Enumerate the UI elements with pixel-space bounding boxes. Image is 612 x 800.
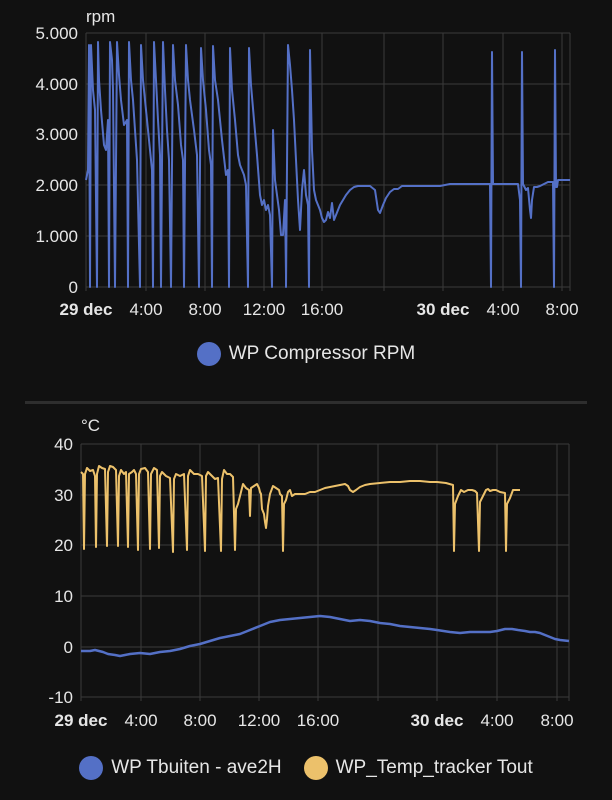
svg-text:1.000: 1.000 bbox=[35, 227, 78, 246]
series-color-dot-icon bbox=[79, 756, 104, 780]
temperature-card: °C 40 30 20 10 0 -10 bbox=[0, 404, 612, 800]
svg-text:4:00: 4:00 bbox=[480, 711, 513, 730]
svg-text:8:00: 8:00 bbox=[188, 300, 221, 319]
compressor-rpm-line bbox=[85, 41, 570, 288]
svg-text:4:00: 4:00 bbox=[486, 300, 519, 319]
legend-item-temp-tracker-tout[interactable]: WP_Temp_tracker Tout bbox=[303, 756, 533, 780]
svg-text:8:00: 8:00 bbox=[183, 711, 216, 730]
tbuiten-ave2h-line bbox=[81, 614, 570, 658]
svg-text:0: 0 bbox=[69, 278, 78, 297]
svg-text:4.000: 4.000 bbox=[35, 75, 78, 94]
rpm-chart: rpm 5.000 4.000 3.000 2.000 1.000 0 bbox=[35, 7, 579, 319]
temperature-chart: °C 40 30 20 10 0 -10 bbox=[48, 416, 574, 730]
svg-text:30 dec: 30 dec bbox=[411, 711, 464, 730]
grid bbox=[80, 443, 570, 701]
legend-label: WP Tbuiten - ave2H bbox=[111, 757, 282, 778]
temperature-legend: WP Tbuiten - ave2H WP_Temp_tracker Tout bbox=[0, 756, 612, 780]
temp-tracker-tout-line bbox=[80, 465, 520, 553]
series-color-dot-icon bbox=[303, 756, 328, 780]
svg-text:0: 0 bbox=[64, 638, 73, 657]
compressor-rpm-card: rpm 5.000 4.000 3.000 2.000 1.000 0 bbox=[0, 7, 612, 366]
svg-text:29 dec: 29 dec bbox=[60, 300, 113, 319]
x-axis-labels: 29 dec 4:00 8:00 12:00 16:00 30 dec 4:00… bbox=[60, 300, 579, 319]
svg-text:16:00: 16:00 bbox=[297, 711, 340, 730]
svg-text:3.000: 3.000 bbox=[35, 125, 78, 144]
legend-item-compressor-rpm[interactable]: WP Compressor RPM bbox=[196, 342, 416, 366]
legend-label: WP Compressor RPM bbox=[228, 343, 416, 364]
svg-text:5.000: 5.000 bbox=[35, 24, 78, 43]
svg-text:30: 30 bbox=[54, 486, 73, 505]
card-divider bbox=[25, 401, 587, 404]
legend-item-tbuiten[interactable]: WP Tbuiten - ave2H bbox=[79, 756, 282, 780]
rpm-legend: WP Compressor RPM bbox=[0, 342, 612, 366]
x-axis-labels: 29 dec 4:00 8:00 12:00 16:00 30 dec 4:00… bbox=[55, 711, 574, 730]
svg-text:2.000: 2.000 bbox=[35, 176, 78, 195]
svg-text:4:00: 4:00 bbox=[124, 711, 157, 730]
legend-label: WP_Temp_tracker Tout bbox=[335, 757, 533, 778]
svg-text:12:00: 12:00 bbox=[238, 711, 281, 730]
svg-text:40: 40 bbox=[54, 435, 73, 454]
grid bbox=[85, 32, 571, 291]
svg-text:10: 10 bbox=[54, 587, 73, 606]
svg-text:16:00: 16:00 bbox=[301, 300, 344, 319]
series-color-dot-icon bbox=[196, 342, 221, 366]
svg-text:8:00: 8:00 bbox=[540, 711, 573, 730]
svg-text:-10: -10 bbox=[48, 688, 73, 707]
y-axis-labels: 5.000 4.000 3.000 2.000 1.000 0 bbox=[35, 24, 78, 297]
svg-text:8:00: 8:00 bbox=[545, 300, 578, 319]
svg-text:20: 20 bbox=[54, 536, 73, 555]
svg-text:4:00: 4:00 bbox=[129, 300, 162, 319]
y-axis-unit: °C bbox=[81, 416, 100, 435]
svg-text:29 dec: 29 dec bbox=[55, 711, 108, 730]
svg-text:12:00: 12:00 bbox=[243, 300, 286, 319]
svg-text:30 dec: 30 dec bbox=[417, 300, 470, 319]
y-axis-unit: rpm bbox=[86, 7, 115, 26]
y-axis-labels: 40 30 20 10 0 -10 bbox=[48, 435, 73, 707]
